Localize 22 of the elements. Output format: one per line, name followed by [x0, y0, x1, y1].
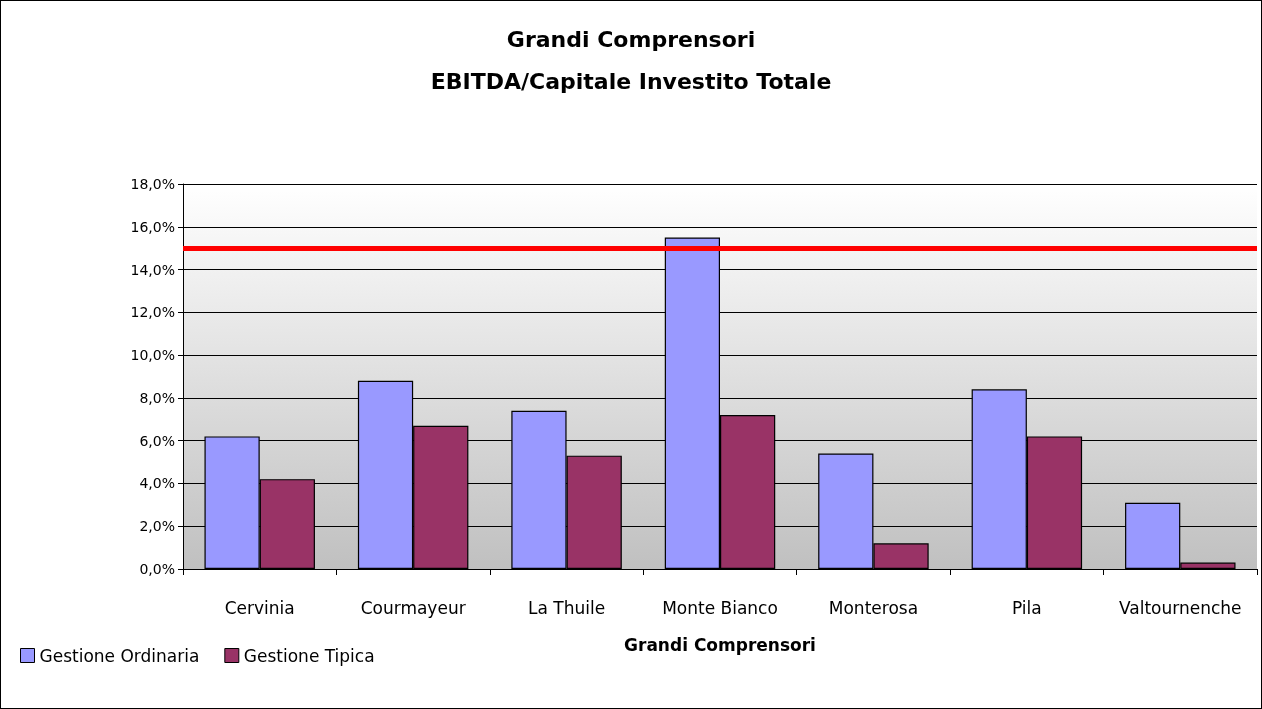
y-tick-label: 12,0% — [130, 304, 175, 321]
x-tick-label: Cervinia — [224, 597, 295, 618]
chart-subtitle: EBITDA/Capitale Investito Totale — [430, 68, 832, 94]
chart-title: Grandi Comprensori — [506, 26, 756, 52]
x-tick-label: Monte Bianco — [662, 597, 778, 618]
legend-label: Gestione Tipica — [243, 645, 375, 666]
y-tick-label: 10,0% — [130, 347, 175, 364]
y-tick-label: 6,0% — [139, 432, 175, 449]
y-tick-label: 4,0% — [139, 475, 175, 492]
legend-label: Gestione Ordinaria — [39, 645, 200, 666]
y-tick-label: 18,0% — [130, 176, 175, 192]
x-tick-label: Monterosa — [828, 597, 919, 618]
y-tick-label: 0,0% — [139, 561, 175, 577]
x-axis-title: Grandi Comprensori — [624, 634, 816, 655]
x-tick-label: Courmayeur — [360, 597, 466, 618]
y-tick-label: 8,0% — [139, 389, 175, 406]
x-tick-label: La Thuile — [528, 597, 606, 618]
x-tick-label: Valtournenche — [1119, 597, 1242, 618]
y-tick-label: 16,0% — [130, 218, 175, 235]
y-tick-label: 2,0% — [139, 518, 175, 535]
y-tick-label: 14,0% — [130, 261, 175, 278]
x-tick-label: Pila — [1011, 597, 1042, 618]
